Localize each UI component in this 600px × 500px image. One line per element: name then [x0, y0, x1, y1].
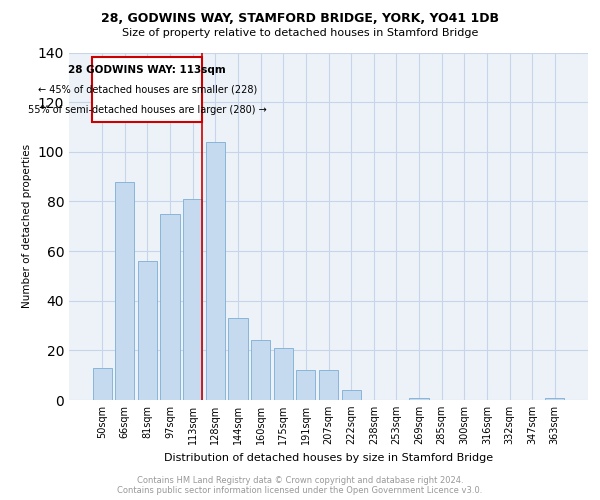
Bar — [274, 348, 293, 400]
Bar — [251, 340, 270, 400]
X-axis label: Distribution of detached houses by size in Stamford Bridge: Distribution of detached houses by size … — [164, 452, 493, 462]
Bar — [545, 398, 565, 400]
Bar — [409, 398, 428, 400]
Text: 28, GODWINS WAY, STAMFORD BRIDGE, YORK, YO41 1DB: 28, GODWINS WAY, STAMFORD BRIDGE, YORK, … — [101, 12, 499, 26]
Bar — [160, 214, 180, 400]
Text: Contains HM Land Registry data © Crown copyright and database right 2024.
Contai: Contains HM Land Registry data © Crown c… — [118, 476, 482, 495]
Bar — [92, 368, 112, 400]
Bar — [319, 370, 338, 400]
Bar — [183, 199, 202, 400]
Text: 55% of semi-detached houses are larger (280) →: 55% of semi-detached houses are larger (… — [28, 104, 266, 115]
Bar — [341, 390, 361, 400]
Bar — [138, 261, 157, 400]
Text: ← 45% of detached houses are smaller (228): ← 45% of detached houses are smaller (22… — [38, 85, 257, 95]
Bar — [296, 370, 316, 400]
FancyBboxPatch shape — [92, 58, 202, 122]
Bar — [229, 318, 248, 400]
Y-axis label: Number of detached properties: Number of detached properties — [22, 144, 32, 308]
Text: 28 GODWINS WAY: 113sqm: 28 GODWINS WAY: 113sqm — [68, 65, 226, 75]
Text: Size of property relative to detached houses in Stamford Bridge: Size of property relative to detached ho… — [122, 28, 478, 38]
Bar — [206, 142, 225, 400]
Bar — [115, 182, 134, 400]
